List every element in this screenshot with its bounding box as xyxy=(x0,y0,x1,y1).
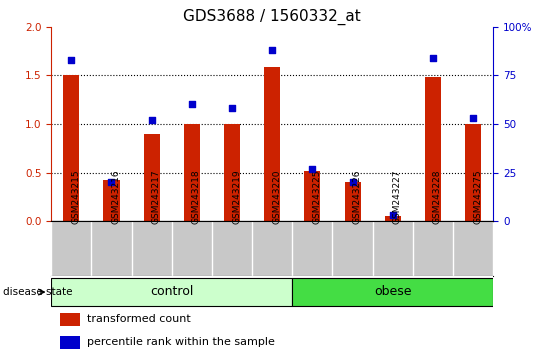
Text: obese: obese xyxy=(374,285,411,298)
Text: GSM243216: GSM243216 xyxy=(112,169,121,224)
Bar xyxy=(292,278,493,306)
Point xyxy=(469,115,478,121)
Text: GSM243225: GSM243225 xyxy=(313,170,321,224)
Bar xyxy=(51,278,292,306)
Bar xyxy=(184,124,200,221)
Bar xyxy=(63,75,79,221)
Bar xyxy=(305,171,320,221)
Text: GSM243219: GSM243219 xyxy=(232,169,241,224)
Bar xyxy=(425,77,441,221)
Bar xyxy=(103,181,120,221)
Bar xyxy=(264,67,280,221)
Point xyxy=(227,105,236,111)
Title: GDS3688 / 1560332_at: GDS3688 / 1560332_at xyxy=(183,9,361,25)
Bar xyxy=(465,124,481,221)
Text: GSM243215: GSM243215 xyxy=(71,169,80,224)
Text: transformed count: transformed count xyxy=(87,314,190,325)
Text: GSM243275: GSM243275 xyxy=(473,169,482,224)
Text: GSM243227: GSM243227 xyxy=(393,170,402,224)
Point xyxy=(308,166,317,172)
Point xyxy=(67,57,75,62)
Text: GSM243220: GSM243220 xyxy=(272,170,281,224)
Bar xyxy=(224,124,240,221)
Bar xyxy=(60,336,80,349)
Text: control: control xyxy=(150,285,194,298)
Point xyxy=(188,102,196,107)
Point xyxy=(107,179,116,185)
Point xyxy=(147,117,156,123)
Text: disease state: disease state xyxy=(3,287,72,297)
Bar xyxy=(60,313,80,326)
Point xyxy=(268,47,277,53)
Text: GSM243217: GSM243217 xyxy=(151,169,161,224)
Point xyxy=(348,179,357,185)
Bar xyxy=(143,133,160,221)
Text: GSM243226: GSM243226 xyxy=(353,170,362,224)
Bar xyxy=(344,182,361,221)
Text: percentile rank within the sample: percentile rank within the sample xyxy=(87,337,274,348)
Text: GSM243228: GSM243228 xyxy=(433,170,442,224)
Point xyxy=(429,55,437,61)
Bar xyxy=(385,216,401,221)
Text: GSM243218: GSM243218 xyxy=(192,169,201,224)
Point xyxy=(389,212,397,218)
